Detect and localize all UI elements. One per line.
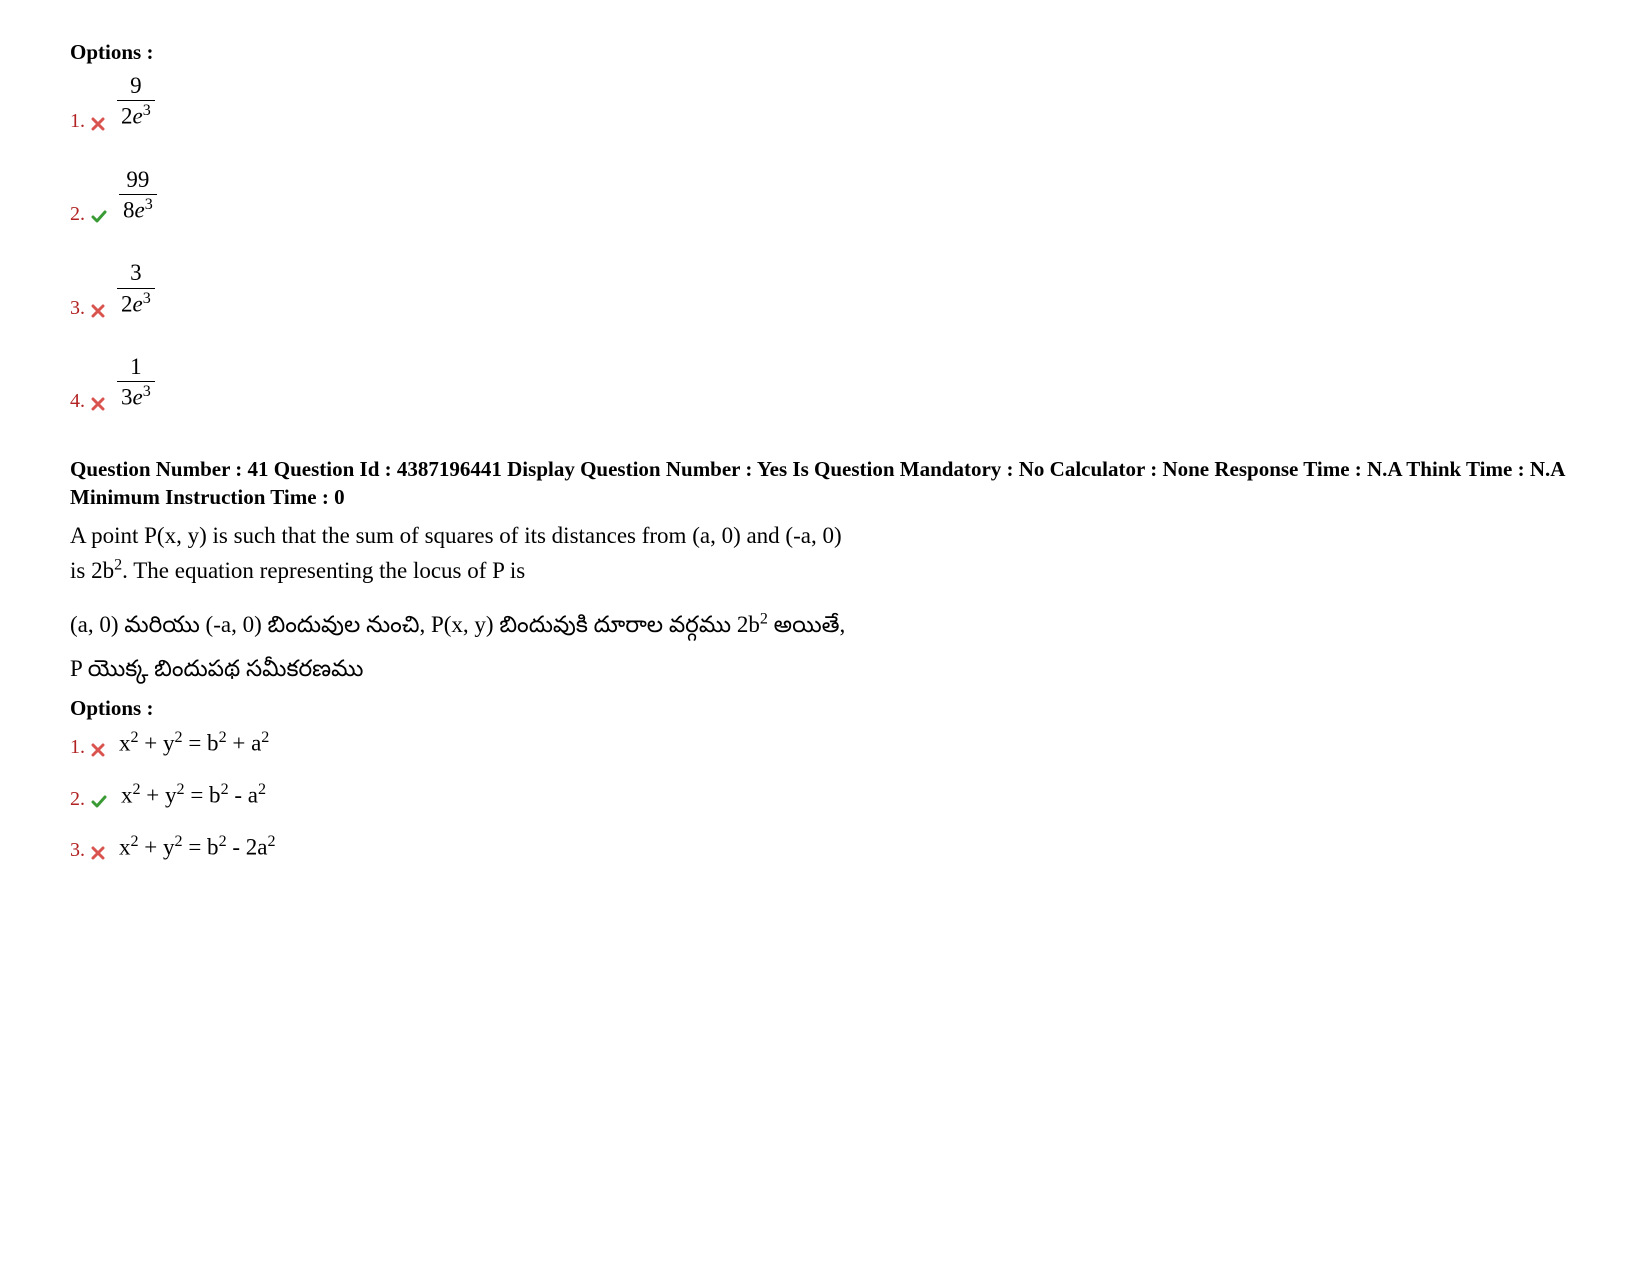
cross-icon (91, 117, 105, 131)
cross-icon (91, 846, 105, 860)
text: = b (185, 783, 221, 808)
question-meta: Question Number : 41 Question Id : 43871… (70, 455, 1580, 512)
q1-options-list: 1. 9 2e3 2. 99 8e3 3. 3 2e3 4. (70, 73, 1581, 411)
check-icon (91, 795, 107, 809)
sup: 2 (131, 729, 139, 746)
fraction-denominator: 2e3 (117, 288, 155, 318)
fraction-numerator: 3 (126, 260, 146, 287)
fraction-numerator: 9 (126, 73, 146, 100)
option-row: 3. x2 + y2 = b2 - 2a2 (70, 833, 1581, 861)
cross-icon (91, 397, 105, 411)
den-exp: 3 (143, 290, 151, 307)
sup: 2 (114, 557, 122, 574)
sup: 2 (258, 781, 266, 798)
option-number: 1. (70, 111, 85, 131)
text: + y (139, 731, 175, 756)
question-text-te: (a, 0) మరియు (-a, 0) బిందువుల నుంచి, P(x… (70, 603, 1170, 690)
text: - 2a (227, 834, 268, 859)
check-icon (91, 210, 107, 224)
sup: 2 (133, 781, 141, 798)
option-number: 2. (70, 204, 85, 224)
fraction-denominator: 2e3 (117, 100, 155, 130)
text: అయితే, (768, 612, 845, 637)
question-line: is 2b2. The equation representing the lo… (70, 553, 1170, 589)
question-line: (a, 0) మరియు (-a, 0) బిందువుల నుంచి, P(x… (70, 603, 1170, 647)
sup: 2 (219, 833, 227, 850)
option-equation: x2 + y2 = b2 - 2a2 (119, 833, 276, 861)
den-coef: 2 (121, 104, 133, 129)
text: . The equation representing the locus of… (122, 558, 525, 583)
sup: 2 (175, 833, 183, 850)
text: x (119, 731, 131, 756)
option-row: 1. x2 + y2 = b2 + a2 (70, 729, 1581, 757)
option-fraction: 99 8e3 (119, 167, 157, 225)
option-equation: x2 + y2 = b2 + a2 (119, 729, 269, 757)
text: = b (183, 731, 219, 756)
text: + y (141, 783, 177, 808)
fraction-denominator: 3e3 (117, 381, 155, 411)
option-number: 3. (70, 840, 85, 860)
den-exp: 3 (143, 102, 151, 119)
sup: 2 (177, 781, 185, 798)
question-text-en: A point P(x, y) is such that the sum of … (70, 518, 1170, 589)
options-heading: Options : (70, 40, 1581, 65)
cross-icon (91, 743, 105, 757)
sup: 2 (131, 833, 139, 850)
sup: 2 (261, 729, 269, 746)
text: x (119, 834, 131, 859)
option-number: 1. (70, 737, 85, 757)
sup: 2 (221, 781, 229, 798)
den-exp: 3 (145, 196, 153, 213)
option-number: 3. (70, 298, 85, 318)
q2-options-list: 1. x2 + y2 = b2 + a2 2. x2 + y2 = b2 - a… (70, 729, 1581, 860)
question-line: A point P(x, y) is such that the sum of … (70, 518, 1170, 554)
question-line: P యొక్క బిందుపథ సమీకరణము (70, 647, 1170, 691)
den-exp: 3 (143, 383, 151, 400)
text: + y (139, 834, 175, 859)
option-number: 2. (70, 789, 85, 809)
sup: 2 (175, 729, 183, 746)
sup: 2 (760, 610, 768, 627)
sup: 2 (219, 729, 227, 746)
cross-icon (91, 304, 105, 318)
text: = b (183, 834, 219, 859)
option-fraction: 1 3e3 (117, 354, 155, 412)
option-equation: x2 + y2 = b2 - a2 (121, 781, 266, 809)
text: is 2b (70, 558, 114, 583)
option-number: 4. (70, 391, 85, 411)
sup: 2 (267, 833, 275, 850)
fraction-denominator: 8e3 (119, 194, 157, 224)
option-row: 4. 1 3e3 (70, 354, 1581, 412)
option-fraction: 9 2e3 (117, 73, 155, 131)
text: - a (229, 783, 258, 808)
den-var: e (133, 104, 143, 129)
den-var: e (135, 198, 145, 223)
text: + a (227, 731, 262, 756)
option-row: 2. 99 8e3 (70, 167, 1581, 225)
den-coef: 2 (121, 291, 133, 316)
options-heading: Options : (70, 696, 1581, 721)
option-fraction: 3 2e3 (117, 260, 155, 318)
option-row: 2. x2 + y2 = b2 - a2 (70, 781, 1581, 809)
option-row: 1. 9 2e3 (70, 73, 1581, 131)
den-coef: 3 (121, 385, 133, 410)
option-row: 3. 3 2e3 (70, 260, 1581, 318)
fraction-numerator: 1 (126, 354, 146, 381)
den-var: e (133, 385, 143, 410)
text: (a, 0) మరియు (-a, 0) బిందువుల నుంచి, P(x… (70, 612, 760, 637)
den-var: e (133, 291, 143, 316)
text: x (121, 783, 133, 808)
den-coef: 8 (123, 198, 135, 223)
fraction-numerator: 99 (122, 167, 153, 194)
